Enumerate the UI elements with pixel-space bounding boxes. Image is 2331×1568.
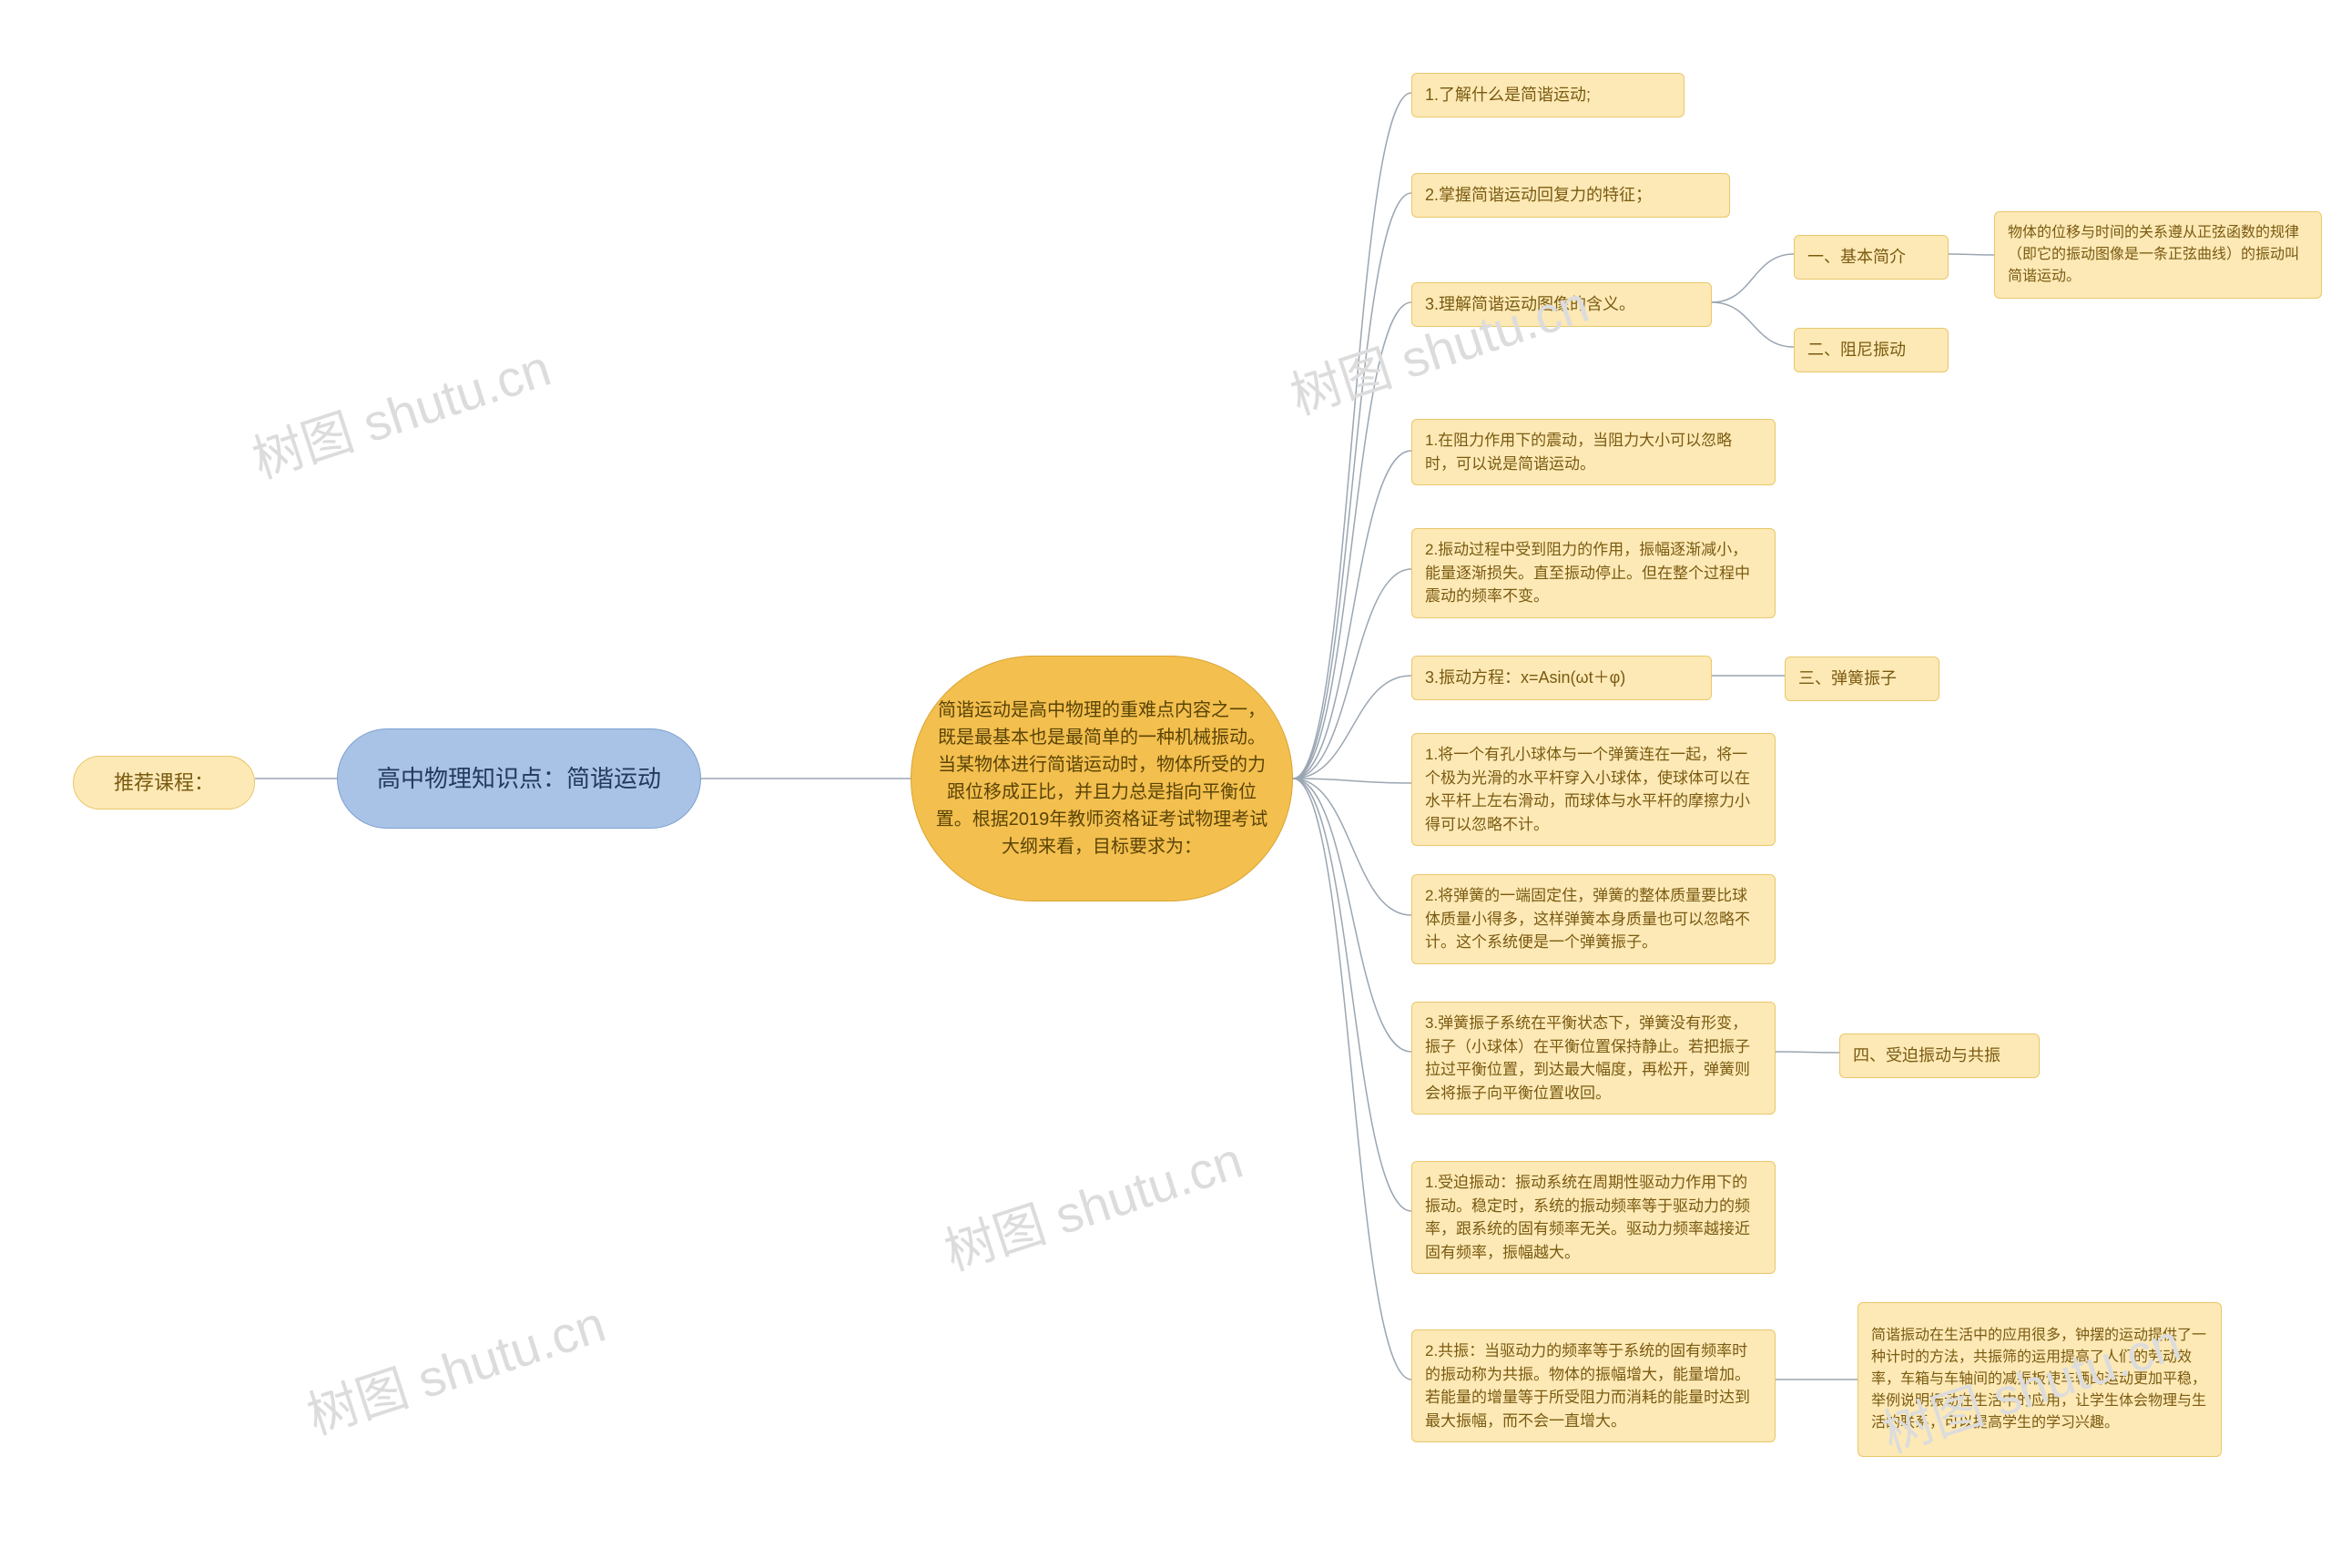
node-root: 高中物理知识点：简谐运动	[337, 728, 701, 829]
node-d2: 2.振动过程中受到阻力的作用，振幅逐渐减小，能量逐渐损失。直至振动停止。但在整个…	[1411, 528, 1776, 618]
edge	[1776, 1052, 1839, 1053]
node-d1: 1.在阻力作用下的震动，当阻力大小可以忽略时，可以说是简谐运动。	[1411, 419, 1776, 485]
node-g3a: 一、基本简介	[1794, 235, 1949, 280]
node-g1: 1.了解什么是简谐运动;	[1411, 73, 1685, 117]
node-recommend: 推荐课程：	[73, 756, 255, 809]
edge	[1293, 302, 1411, 779]
edge	[1712, 302, 1794, 347]
edge	[1293, 569, 1411, 779]
node-f1: 1.受迫振动：振动系统在周期性驱动力作用下的振动。稳定时，系统的振动频率等于驱动…	[1411, 1161, 1776, 1274]
node-g3a_desc: 物体的位移与时间的关系遵从正弦函数的规律（即它的振动图像是一条正弦曲线）的振动叫…	[1994, 211, 2322, 299]
node-s3_sub: 四、受迫振动与共振	[1839, 1033, 2040, 1078]
edge	[1712, 254, 1794, 302]
edge	[1293, 779, 1411, 783]
edge	[1293, 93, 1411, 779]
edge	[1293, 451, 1411, 779]
node-g2: 2.掌握简谐运动回复力的特征；	[1411, 173, 1730, 218]
edge	[1293, 676, 1411, 779]
node-f2_sub: 简谐振动在生活中的应用很多，钟摆的运动提供了一种计时的方法，共振筛的运用提高了人…	[1858, 1302, 2222, 1457]
watermark: 树图 shutu.cn	[242, 328, 559, 494]
node-g3b: 二、阻尼振动	[1794, 328, 1949, 372]
watermark: 树图 shutu.cn	[934, 1120, 1251, 1286]
edge	[1293, 779, 1411, 1052]
edge	[1293, 193, 1411, 779]
edge	[1293, 779, 1411, 915]
edge	[1293, 779, 1411, 1211]
node-s3: 3.弹簧振子系统在平衡状态下，弹簧没有形变，振子（小球体）在平衡位置保持静止。若…	[1411, 1002, 1776, 1115]
node-d3: 3.振动方程：x=Asin(ωt＋φ)	[1411, 656, 1712, 700]
node-f2: 2.共振：当驱动力的频率等于系统的固有频率时的振动称为共振。物体的振幅增大，能量…	[1411, 1329, 1776, 1442]
watermark: 树图 shutu.cn	[297, 1284, 614, 1450]
node-d3_sub: 三、弹簧振子	[1785, 657, 1939, 701]
edge	[1293, 779, 1411, 1380]
node-desc: 简谐运动是高中物理的重难点内容之一，既是最基本也是最简单的一种机械振动。当某物体…	[911, 656, 1293, 901]
node-g3: 3.理解简谐运动图像的含义。	[1411, 282, 1712, 327]
node-s2: 2.将弹簧的一端固定住，弹簧的整体质量要比球体质量小得多，这样弹簧本身质量也可以…	[1411, 874, 1776, 964]
node-s1: 1.将一个有孔小球体与一个弹簧连在一起，将一个极为光滑的水平杆穿入小球体，使球体…	[1411, 733, 1776, 846]
edge	[1949, 254, 1994, 255]
